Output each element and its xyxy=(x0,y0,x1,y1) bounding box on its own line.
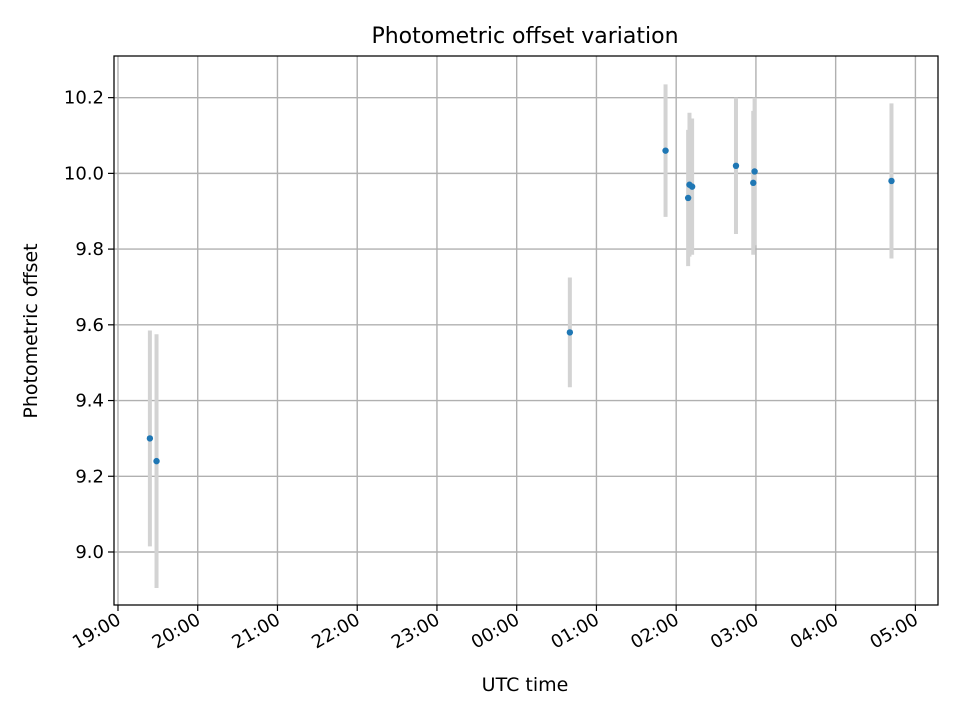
x-tick-label: 00:00 xyxy=(468,609,523,653)
y-tick-label: 10.0 xyxy=(64,163,104,184)
x-tick-label: 22:00 xyxy=(308,609,363,653)
x-tick-label: 21:00 xyxy=(229,609,284,653)
data-point xyxy=(566,329,574,336)
y-tick-label: 9.4 xyxy=(75,391,104,412)
x-axis-label: UTC time xyxy=(482,674,569,696)
data-point xyxy=(732,162,740,169)
x-tick-label: 02:00 xyxy=(627,609,682,653)
data-point xyxy=(146,435,154,442)
x-tick-label: 19:00 xyxy=(69,609,124,653)
x-tick-label: 23:00 xyxy=(388,609,443,653)
y-tick-label: 10.2 xyxy=(64,88,104,109)
y-axis: 9.0 9.2 9.4 9.6 9.8 10.0 10.2 xyxy=(64,88,114,563)
plot-area xyxy=(113,55,939,606)
y-axis-label: Photometric offset xyxy=(20,243,42,418)
data-point xyxy=(662,147,669,154)
data-point xyxy=(751,168,758,175)
x-axis: 19:00 20:00 21:00 22:00 23:00 00:00 01:00 02:00… xyxy=(69,605,922,653)
data-point xyxy=(684,194,692,202)
x-tick-label: 01:00 xyxy=(548,609,603,653)
y-tick-label: 9.2 xyxy=(75,466,104,487)
error-bars xyxy=(147,84,894,588)
data-points xyxy=(146,147,895,465)
y-tick-label: 9.8 xyxy=(75,239,104,260)
data-point xyxy=(888,177,895,185)
data-point xyxy=(153,457,160,465)
grid xyxy=(114,56,938,605)
x-tick-label: 03:00 xyxy=(707,609,762,653)
data-point xyxy=(750,179,757,187)
y-tick-label: 9.0 xyxy=(75,542,104,563)
x-tick-label: 20:00 xyxy=(149,609,204,653)
chart-title: Photometric offset variation xyxy=(371,24,678,49)
x-tick-label: 05:00 xyxy=(866,609,921,653)
x-tick-label: 04:00 xyxy=(787,609,842,653)
data-point xyxy=(688,183,696,190)
y-tick-label: 9.6 xyxy=(75,315,104,336)
